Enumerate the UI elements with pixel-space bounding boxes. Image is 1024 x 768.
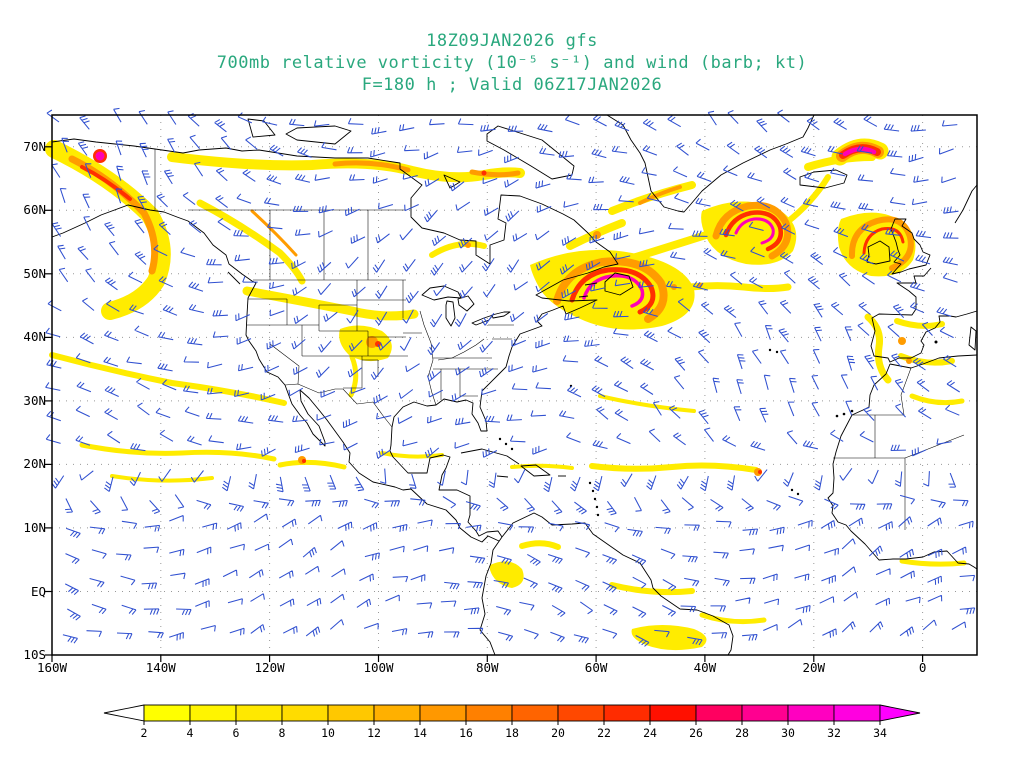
wind-barbs	[45, 107, 976, 647]
colorbar-segment	[833, 704, 881, 722]
colorbar-tick-label: 28	[735, 726, 749, 740]
colorbar-segment	[419, 704, 467, 722]
x-tick-label: 20W	[802, 660, 826, 675]
colorbar-tick-label: 12	[367, 726, 381, 740]
colorbar-segment	[189, 704, 237, 722]
chart-title-variable: 700mb relative vorticity (10⁻⁵ s⁻¹) and …	[216, 53, 808, 73]
y-tick-label: 10S	[23, 647, 46, 662]
y-tick-label: 70N	[23, 138, 46, 154]
axis-ticks-layer	[45, 146, 924, 662]
colorbar-tick-label: 30	[781, 726, 795, 740]
chart-title-valid-time: F=180 h ; Valid 06Z17JAN2026	[361, 75, 663, 95]
colorbar-tick-label: 16	[459, 726, 473, 740]
colorbar-tick-label: 26	[689, 726, 703, 740]
colorbar-tick-label: 14	[413, 726, 427, 740]
colorbar-tick-label: 18	[505, 726, 519, 740]
colorbar-tick-label: 22	[597, 726, 611, 740]
colorbar-tick-label: 20	[551, 726, 565, 740]
colorbar-tick-label: 8	[279, 726, 286, 740]
colorbar-segment	[235, 704, 283, 722]
colorbar-segment	[281, 704, 329, 722]
map-canvas	[45, 107, 978, 662]
map-border	[51, 114, 978, 656]
y-tick-label: 20N	[23, 456, 46, 472]
y-tick-label: 30N	[23, 392, 46, 408]
colorbar-segment	[557, 704, 605, 722]
y-tick-label: 60N	[23, 202, 46, 218]
small-islands	[498, 340, 938, 517]
x-tick-label: 60W	[584, 660, 608, 675]
wind-barbs-layer	[45, 107, 976, 647]
colorbar-tick-label: 6	[233, 726, 240, 740]
chart-title-block: 18Z09JAN2026 gfs 700mb relative vorticit…	[0, 30, 1024, 96]
x-tick-label: 120W	[254, 660, 285, 675]
colorbar: 2 4 6 8 10 12 14 16 18 20 22 24 26 28 30 32 34	[94, 703, 934, 751]
colorbar-arrow	[103, 704, 145, 722]
colorbar-segment	[649, 704, 697, 722]
political-borders-layer	[154, 149, 965, 530]
x-tick-label: 40W	[693, 660, 717, 675]
y-tick-label: 40N	[23, 329, 46, 345]
colorbar-segment	[511, 704, 559, 722]
colorbar-segment	[373, 704, 421, 722]
colorbar-segment	[327, 704, 375, 722]
chart-title-model-run: 18Z09JAN2026 gfs	[426, 31, 598, 51]
y-tick-label: EQ	[30, 583, 46, 599]
gridlines-layer	[52, 115, 977, 655]
colorbar-canvas: 2 4 6 8 10 12 14 16 18 20 22 24 26 28 30 32 34	[103, 704, 921, 740]
colorbar-segment	[787, 704, 835, 722]
x-tick-label: 80W	[476, 660, 499, 675]
x-tick-label: 140W	[145, 660, 176, 675]
x-tick-label: 100W	[363, 660, 394, 675]
colorbar-segment	[695, 704, 743, 722]
colorbar-tick-label: 34	[873, 726, 887, 740]
colorbar-segment	[143, 704, 191, 722]
colorbar-segment	[603, 704, 651, 722]
y-tick-label: 50N	[23, 265, 46, 281]
x-tick-label: 0	[918, 660, 927, 675]
y-tick-label: 10N	[23, 519, 46, 535]
colorbar-segment	[741, 704, 789, 722]
vorticity-fill-layer	[45, 138, 967, 651]
colorbar-tick-label: 4	[187, 726, 194, 740]
colorbar-tick-label: 10	[321, 726, 335, 740]
colorbar-tick-label: 24	[643, 726, 657, 740]
map-frame	[45, 107, 978, 662]
colorbar-segment	[465, 704, 513, 722]
x-tick-label: 160W	[36, 660, 68, 675]
colorbar-arrow	[879, 704, 921, 722]
colorbar-tick-label: 32	[827, 726, 841, 740]
colorbar-tick-label: 2	[141, 726, 148, 740]
